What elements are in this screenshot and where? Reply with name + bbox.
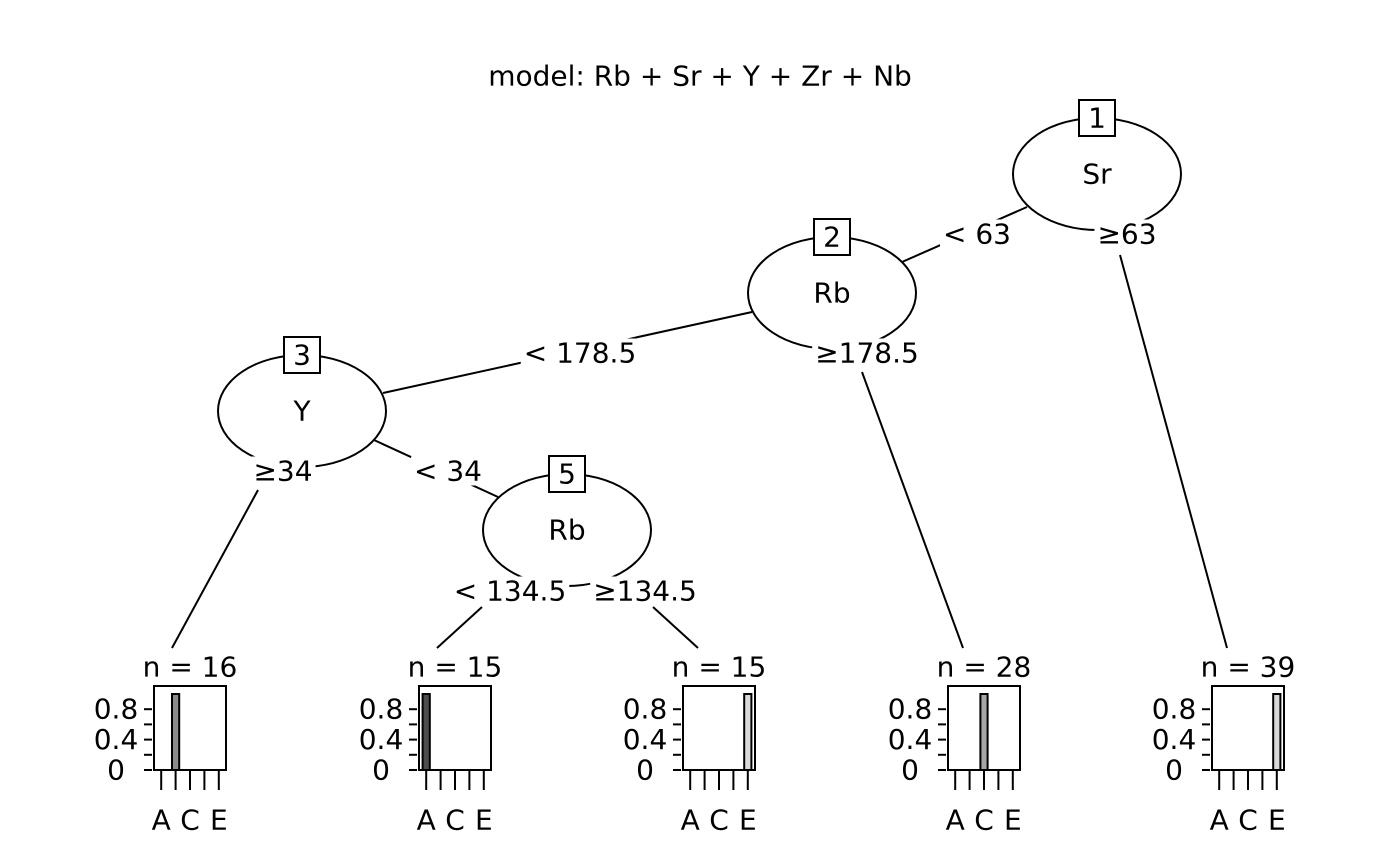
edge-1-leaf9 (1119, 254, 1228, 649)
leaf7-n-label: n = 15 (672, 651, 767, 684)
edge-5-leaf7 (652, 606, 699, 649)
leaf7-y-tick-label: 0.8 (623, 693, 668, 726)
edge-label-background (812, 338, 922, 368)
edge-label-1-2: < 63 (943, 218, 1011, 251)
leaf4-y-tick-label: 0.8 (94, 693, 139, 726)
node-1-id: 1 (1088, 102, 1106, 135)
leaf9-x-tick-label: A (1210, 804, 1229, 837)
edge-label-3-leaf4: ≥34 (253, 455, 312, 488)
node-3-id-box (283, 336, 321, 374)
node-3-variable: Y (292, 395, 311, 428)
node-3-id: 3 (293, 339, 311, 372)
edge-label-2-3: < 178.5 (524, 337, 637, 370)
leaf6-x-tick-label: C (445, 804, 465, 837)
leaf4-x-tick-label: C (180, 804, 200, 837)
edge-label-3-5: < 34 (414, 455, 482, 488)
leaf4-x-tick-label: E (210, 804, 228, 837)
leaf9-n-label: n = 39 (1201, 651, 1296, 684)
leaf8-y-tick-label: 0.8 (888, 693, 933, 726)
node-5-id: 5 (558, 458, 576, 491)
edge-label-5-leaf7: ≥134.5 (593, 575, 697, 608)
leaf6-n-label: n = 15 (408, 651, 503, 684)
node-2-id-box (813, 218, 851, 256)
leaf9-plot-panel (1211, 685, 1285, 771)
leaf6-y-tick-label: 0.8 (359, 693, 404, 726)
node-2-id: 2 (823, 221, 841, 254)
leaf4-x-tick-label: A (152, 804, 171, 837)
leaf8-y-tick-label: 0 (901, 754, 919, 787)
leaf7-x-tick-label: C (709, 804, 729, 837)
leaf7-bar (743, 693, 753, 771)
leaf4-plot-panel (153, 685, 227, 771)
edge-label-background (520, 338, 640, 368)
leaf9-y-tick-label: 0.8 (1152, 693, 1197, 726)
leaf6-bar (421, 693, 431, 771)
node-1-id-box (1078, 99, 1116, 137)
leaf4-y-tick-label: 0.4 (94, 723, 139, 756)
leaf8-x-tick-label: E (1004, 804, 1022, 837)
leaf7-plot-panel (682, 685, 756, 771)
diagram-title: model: Rb + Sr + Y + Zr + Nb (488, 60, 912, 93)
leaf9-bar (1272, 693, 1282, 771)
leaf7-x-tick-label: E (739, 804, 757, 837)
leaf9-x-tick-label: E (1268, 804, 1286, 837)
edge-label-background (1094, 219, 1160, 249)
leaf7-x-tick-label: A (681, 804, 700, 837)
leaf7-y-tick-label: 0 (636, 754, 654, 787)
edge-label-background (590, 576, 700, 606)
node-2-variable: Rb (813, 277, 850, 310)
leaf9-x-tick-label: C (1238, 804, 1258, 837)
leaf8-n-label: n = 28 (937, 651, 1032, 684)
leaf7-y-tick-label: 0.4 (623, 723, 668, 756)
leaf4-bar (171, 693, 181, 771)
node-5-variable: Rb (548, 514, 585, 547)
leaf8-y-tick-label: 0.4 (888, 723, 933, 756)
leaf6-y-tick-label: 0.4 (359, 723, 404, 756)
node-5-id-box (548, 455, 586, 493)
leaf6-x-tick-label: A (417, 804, 436, 837)
node-1-variable: Sr (1082, 158, 1112, 191)
leaf4-y-tick-label: 0 (107, 754, 125, 787)
leaf8-bar (979, 693, 989, 771)
edge-3-leaf4 (171, 489, 259, 649)
edge-label-background (450, 576, 570, 606)
edge-label-1-leaf9: ≥63 (1097, 218, 1156, 251)
leaf8-x-tick-label: A (946, 804, 965, 837)
edge-label-background (411, 456, 485, 486)
leaf6-y-tick-label: 0 (372, 754, 390, 787)
leaf6-x-tick-label: E (475, 804, 493, 837)
edge-label-background (940, 219, 1014, 249)
edge-5-leaf6 (436, 606, 483, 649)
leaf8-x-tick-label: C (974, 804, 994, 837)
edge-label-2-leaf8: ≥178.5 (815, 337, 919, 370)
leaf6-plot-panel (418, 685, 492, 771)
leaf4-n-label: n = 16 (143, 651, 238, 684)
leaf9-y-tick-label: 0 (1165, 754, 1183, 787)
edge-label-5-leaf6: < 134.5 (454, 575, 567, 608)
leaf9-y-tick-label: 0.4 (1152, 723, 1197, 756)
edge-label-background (250, 456, 316, 486)
edge-2-leaf8 (861, 371, 964, 649)
